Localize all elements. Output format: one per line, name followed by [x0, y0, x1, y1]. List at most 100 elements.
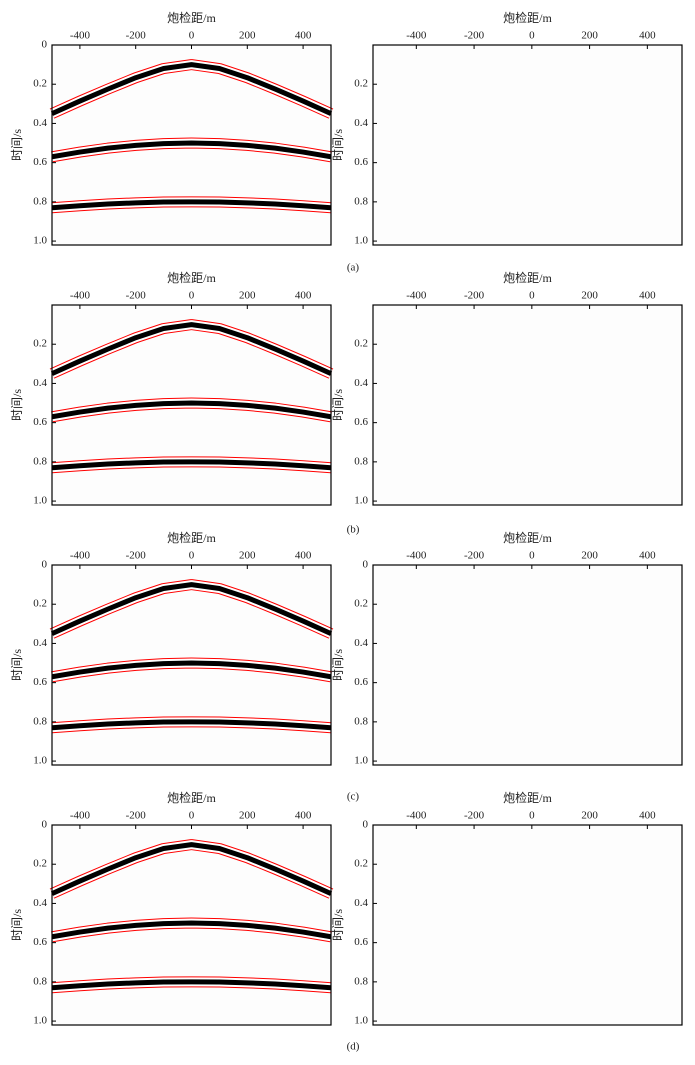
x-tick-label: -400: [406, 550, 427, 562]
y-tick-label: 0.8: [354, 455, 368, 467]
y-tick-label: 1.0: [33, 235, 47, 247]
y-tick-label: 0.2: [33, 338, 47, 350]
y-tick-label: 0.6: [33, 676, 47, 688]
y-axis-label: 时间/s: [10, 909, 24, 941]
x-axis-label: 炮检距/m: [503, 530, 552, 545]
x-tick-label: -400: [406, 30, 427, 42]
y-tick-label: 0.2: [33, 78, 47, 90]
y-tick-label: 0.6: [354, 156, 368, 168]
y-axis-label: 时间/s: [331, 909, 345, 941]
y-tick-label: 0.8: [354, 715, 368, 727]
caption: (a): [347, 262, 360, 274]
y-tick-label: 1.0: [354, 1015, 368, 1027]
y-tick-label: 0.8: [33, 455, 47, 467]
plot-frame: [372, 304, 683, 506]
plot-area: [373, 45, 682, 245]
y-tick-label: 0: [363, 559, 369, 571]
x-tick-label: 400: [639, 290, 656, 302]
x-tick-label: -400: [70, 810, 91, 822]
event-line: [50, 842, 333, 896]
y-tick-label: 0.2: [354, 858, 368, 870]
x-tick-label: 200: [239, 550, 256, 562]
y-tick-label: 0.6: [354, 676, 368, 688]
y-tick-label: 0.8: [33, 715, 47, 727]
x-axis-label: 炮检距/m: [503, 10, 552, 25]
y-tick-label: 0.4: [354, 897, 368, 909]
x-tick-label: -200: [464, 550, 485, 562]
y-tick-label: 1.0: [33, 1015, 47, 1027]
x-tick-label: 0: [529, 290, 535, 302]
y-axis-label: 时间/s: [331, 389, 345, 421]
y-tick-label: 1.0: [354, 235, 368, 247]
x-tick-label: -400: [406, 810, 427, 822]
x-tick-label: -200: [126, 290, 147, 302]
y-tick-label: 0.4: [33, 377, 47, 389]
x-tick-label: -200: [126, 550, 147, 562]
x-tick-label: -200: [464, 810, 485, 822]
y-tick-label: 0.4: [354, 637, 368, 649]
y-tick-label: 0.8: [33, 195, 47, 207]
event-line: [50, 582, 333, 636]
caption: (c): [347, 791, 360, 803]
y-tick-label: 0.4: [33, 117, 47, 129]
plot-area: [373, 825, 682, 1025]
y-tick-label: 1.0: [354, 495, 368, 507]
x-tick-label: 200: [239, 30, 256, 42]
x-tick-label: 400: [295, 810, 312, 822]
y-tick-label: 0.6: [33, 416, 47, 428]
x-tick-label: 0: [189, 290, 195, 302]
x-tick-label: 200: [581, 810, 598, 822]
x-tick-label: 0: [529, 810, 535, 822]
y-tick-label: 0.2: [354, 598, 368, 610]
x-axis-label: 炮检距/m: [503, 790, 552, 805]
plot-frame: [372, 44, 683, 246]
x-tick-label: 400: [295, 30, 312, 42]
y-tick-label: 0: [363, 819, 369, 831]
event-line: [51, 199, 332, 211]
y-tick-label: 1.0: [33, 495, 47, 507]
x-tick-label: 0: [529, 30, 535, 42]
x-axis-label: 炮检距/m: [167, 530, 216, 545]
x-tick-label: 200: [581, 30, 598, 42]
plot-frame: [372, 564, 683, 766]
x-tick-label: 400: [639, 550, 656, 562]
event-line: [51, 400, 332, 420]
event-line: [51, 719, 332, 731]
event-line: [51, 979, 332, 991]
x-tick-label: 0: [529, 550, 535, 562]
y-tick-label: 0.8: [354, 975, 368, 987]
caption: (d): [347, 1041, 360, 1053]
x-tick-label: 0: [189, 810, 195, 822]
x-tick-label: 0: [189, 30, 195, 42]
y-tick-label: 0.4: [33, 637, 47, 649]
y-tick-label: 0.6: [354, 416, 368, 428]
x-axis-label: 炮检距/m: [503, 270, 552, 285]
y-axis-label: 时间/s: [10, 129, 24, 161]
y-tick-label: 0.6: [33, 156, 47, 168]
y-tick-label: 0: [42, 559, 48, 571]
y-tick-label: 0.8: [33, 975, 47, 987]
y-tick-label: 0.6: [354, 936, 368, 948]
y-tick-label: 0.4: [33, 897, 47, 909]
y-axis-label: 时间/s: [10, 389, 24, 421]
x-tick-label: 200: [239, 810, 256, 822]
x-tick-label: 0: [189, 550, 195, 562]
x-tick-label: 400: [295, 290, 312, 302]
y-tick-label: 0.2: [354, 338, 368, 350]
x-tick-label: 400: [639, 810, 656, 822]
x-axis-label: 炮检距/m: [167, 790, 216, 805]
plot-area: [373, 565, 682, 765]
x-tick-label: -400: [70, 290, 91, 302]
y-axis-label: 时间/s: [331, 129, 345, 161]
caption: (b): [347, 524, 360, 536]
x-tick-label: -200: [464, 30, 485, 42]
y-tick-label: 0.8: [354, 195, 368, 207]
event-line: [50, 322, 333, 376]
event-line: [50, 62, 333, 116]
y-axis-label: 时间/s: [331, 649, 345, 681]
event-line: [51, 920, 332, 940]
event-line: [51, 459, 332, 471]
plot-area: [373, 305, 682, 505]
